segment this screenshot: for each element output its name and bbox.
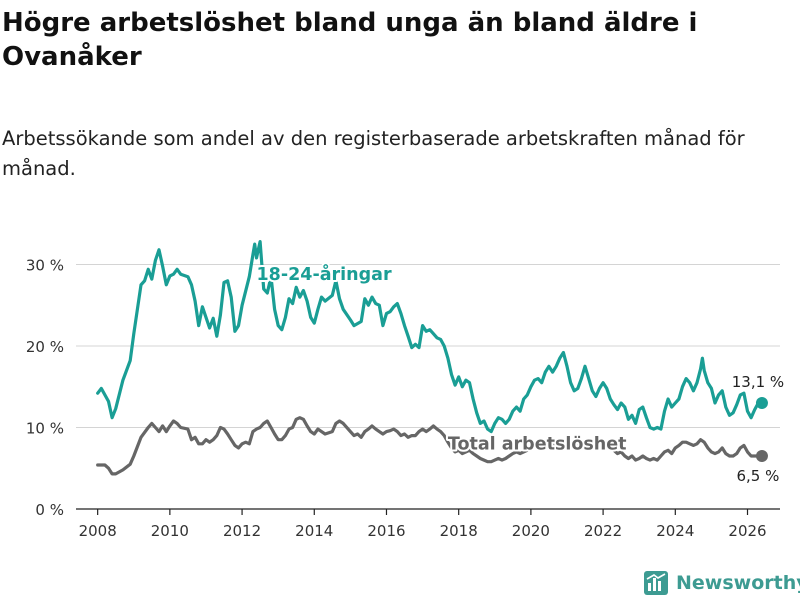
bar-chart-icon [644,571,668,595]
newsworthy-logo: Newsworthy [644,568,800,598]
y-tick-label: 0 % [35,501,64,519]
x-tick-label: 2008 [79,522,117,540]
series-line-youth [96,240,764,434]
end-value-label-youth: 13,1 % [732,373,784,391]
chart-subtitle: Arbetssökande som andel av den registerb… [2,127,745,180]
label-layer: 18-24-åringar Total arbetslöshet 13,1 % 6,5… [255,261,785,485]
x-tick-label: 2018 [440,522,478,540]
x-tick-label: 2024 [656,522,694,540]
x-tick-label: 2010 [151,522,189,540]
series-layer [96,240,768,476]
x-tick-label: 2026 [728,522,766,540]
series-end-marker-total [755,450,768,463]
brand-name: Newsworthy [676,572,800,594]
series-name-label-youth: 18-24-åringar [257,263,392,285]
end-value-label-total: 6,5 % [737,467,780,485]
x-tick-label: 2012 [223,522,261,540]
series-line-total [96,416,764,476]
x-tick-label: 2016 [367,522,405,540]
y-tick-label: 30 % [26,256,64,274]
x-tick-label: 2022 [584,522,622,540]
series-end-marker-youth [755,397,768,410]
x-tick-label: 2020 [512,522,550,540]
line-chart: 0 % 10 % 20 % 30 % 2008 2010 2012 2014 2016 2018 2… [26,240,785,540]
y-tick-label: 10 % [26,419,64,437]
series-name-label-total: Total arbetslöshet [448,434,627,454]
axis-layer: 0 % 10 % 20 % 30 % 2008 2010 2012 2014 2016 2018 2… [26,256,780,540]
chart-title: Högre arbetslöshet bland unga än bland ä… [2,8,698,72]
x-tick-label: 2014 [295,522,333,540]
y-tick-label: 20 % [26,338,64,356]
